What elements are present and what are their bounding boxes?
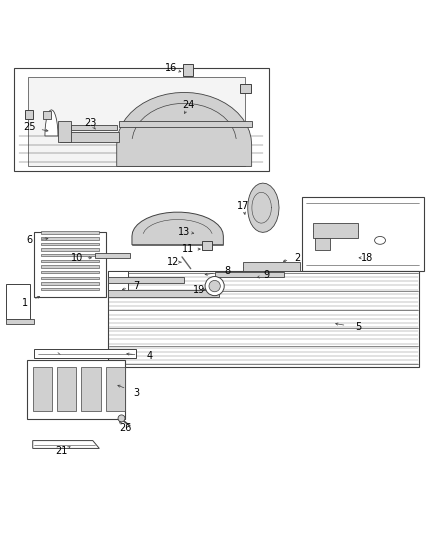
Text: 17: 17: [237, 200, 249, 211]
Polygon shape: [108, 271, 127, 293]
Text: 10: 10: [71, 253, 84, 263]
Text: 3: 3: [133, 387, 139, 398]
Text: 23: 23: [85, 118, 97, 128]
Polygon shape: [41, 260, 99, 262]
Polygon shape: [248, 183, 279, 232]
Text: 16: 16: [165, 63, 177, 74]
Polygon shape: [119, 120, 252, 127]
Bar: [240, 84, 251, 93]
Text: 12: 12: [167, 257, 180, 267]
Text: 21: 21: [55, 447, 67, 456]
Text: 1: 1: [22, 298, 28, 309]
Polygon shape: [33, 367, 52, 411]
Polygon shape: [41, 265, 99, 268]
Text: 6: 6: [27, 236, 33, 245]
Text: 18: 18: [361, 253, 373, 263]
Polygon shape: [28, 77, 245, 166]
Polygon shape: [132, 212, 223, 245]
Polygon shape: [71, 125, 117, 130]
Polygon shape: [95, 254, 130, 258]
Polygon shape: [106, 367, 125, 411]
Circle shape: [118, 415, 125, 422]
Polygon shape: [6, 319, 34, 324]
Polygon shape: [41, 282, 99, 285]
Polygon shape: [313, 223, 358, 238]
Polygon shape: [41, 277, 99, 279]
Polygon shape: [41, 254, 99, 256]
Polygon shape: [57, 367, 76, 411]
Text: 26: 26: [119, 423, 131, 433]
Text: 19: 19: [193, 286, 205, 295]
Polygon shape: [41, 231, 99, 234]
Polygon shape: [60, 133, 119, 142]
Text: 2: 2: [294, 253, 300, 263]
Text: 9: 9: [264, 270, 270, 280]
Polygon shape: [6, 284, 30, 319]
Polygon shape: [117, 92, 252, 166]
Bar: [25, 110, 33, 119]
Polygon shape: [81, 367, 101, 411]
Text: 4: 4: [146, 351, 152, 361]
Polygon shape: [315, 238, 330, 250]
Polygon shape: [302, 197, 424, 271]
Text: 7: 7: [133, 281, 139, 291]
Polygon shape: [14, 68, 269, 171]
Bar: [202, 241, 212, 250]
Circle shape: [209, 280, 220, 292]
Polygon shape: [45, 110, 58, 136]
Text: 11: 11: [182, 244, 194, 254]
Polygon shape: [243, 262, 300, 271]
Bar: [43, 111, 50, 118]
Polygon shape: [27, 360, 125, 419]
Text: 25: 25: [23, 122, 36, 132]
Polygon shape: [41, 243, 99, 245]
Text: 8: 8: [225, 266, 231, 276]
Bar: [184, 63, 193, 76]
Polygon shape: [34, 349, 136, 358]
Polygon shape: [108, 271, 419, 367]
Polygon shape: [33, 441, 99, 448]
Circle shape: [205, 277, 224, 296]
Text: 24: 24: [182, 100, 195, 110]
Polygon shape: [41, 271, 99, 273]
FancyArrowPatch shape: [123, 421, 130, 426]
Polygon shape: [215, 272, 284, 277]
Polygon shape: [41, 248, 99, 251]
Ellipse shape: [374, 237, 385, 244]
Text: 13: 13: [178, 227, 190, 237]
Polygon shape: [58, 120, 71, 142]
Polygon shape: [108, 290, 219, 297]
Polygon shape: [41, 288, 99, 290]
Polygon shape: [108, 277, 184, 283]
Polygon shape: [41, 237, 99, 239]
Text: 5: 5: [355, 322, 361, 333]
Polygon shape: [34, 232, 106, 297]
